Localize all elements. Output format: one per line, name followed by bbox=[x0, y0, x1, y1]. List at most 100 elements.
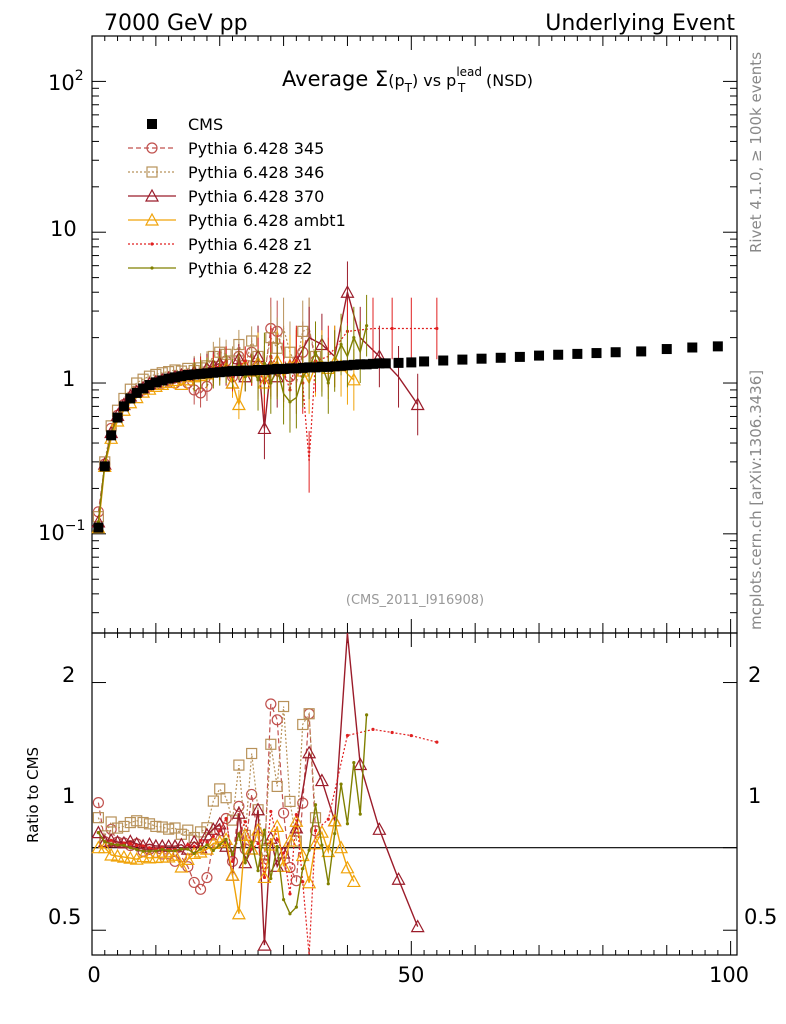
ratio-point bbox=[96, 831, 100, 835]
ratio-point bbox=[284, 861, 296, 874]
data-point bbox=[112, 412, 123, 423]
ratio-line bbox=[97, 632, 419, 946]
data-point bbox=[174, 377, 189, 390]
ratio-point bbox=[168, 847, 183, 861]
data-point bbox=[125, 393, 136, 404]
data-point bbox=[367, 358, 378, 369]
ratio-point bbox=[205, 843, 209, 847]
ratio-point bbox=[365, 713, 369, 717]
ratio-point bbox=[122, 841, 126, 845]
data-point bbox=[214, 367, 225, 378]
ratio-point bbox=[288, 912, 292, 916]
ratio-point bbox=[135, 847, 139, 852]
ratio-point bbox=[237, 832, 241, 836]
data-point bbox=[687, 342, 698, 353]
ratio-point bbox=[294, 813, 298, 817]
ratio-point bbox=[297, 718, 309, 731]
data-point bbox=[406, 357, 417, 368]
ratio-point bbox=[137, 816, 149, 829]
data-point bbox=[712, 341, 723, 352]
ratio-point bbox=[326, 882, 330, 886]
series-cms bbox=[93, 341, 723, 533]
data-point bbox=[201, 368, 212, 379]
ratio-series bbox=[91, 632, 439, 956]
y-tick-label-0.1: 10−1 bbox=[38, 518, 85, 545]
x-tick-label-100: 100 bbox=[709, 963, 749, 987]
ratio-point bbox=[269, 809, 273, 814]
ratio-point bbox=[230, 859, 235, 864]
data-point bbox=[157, 375, 168, 386]
legend-entry: Pythia 6.428 ambt1 bbox=[128, 211, 346, 230]
ratio-line bbox=[97, 714, 368, 915]
ratio-point bbox=[219, 832, 234, 845]
ratio-point bbox=[201, 871, 213, 884]
ratio-point bbox=[340, 860, 355, 874]
ratio-point bbox=[212, 816, 227, 830]
ratio-point bbox=[371, 727, 375, 731]
ratio-tick-label-2-left: 2 bbox=[62, 663, 75, 687]
ratio-point bbox=[295, 848, 310, 862]
ratio-point bbox=[198, 847, 203, 851]
data-point bbox=[310, 362, 321, 373]
x-tick-label-50: 50 bbox=[398, 963, 425, 987]
ratio-point bbox=[269, 876, 273, 881]
ratio-line bbox=[97, 703, 317, 891]
ratio-point bbox=[265, 738, 277, 750]
data-point bbox=[288, 400, 292, 404]
ratio-pythia-6-428-346 bbox=[92, 700, 322, 856]
ratio-point bbox=[92, 797, 104, 809]
ratio-point bbox=[346, 874, 361, 888]
ratio-point bbox=[115, 843, 120, 847]
data-point bbox=[636, 346, 647, 357]
ratio-point bbox=[309, 825, 322, 837]
legend-entry: Pythia 6.428 345 bbox=[128, 139, 324, 158]
data-point bbox=[278, 363, 289, 374]
legend-label: Pythia 6.428 z1 bbox=[188, 235, 312, 254]
ratio-point bbox=[257, 937, 272, 951]
ratio-point bbox=[224, 837, 228, 841]
ratio-point bbox=[327, 813, 342, 827]
legend-marker bbox=[146, 166, 158, 178]
ratio-point bbox=[243, 820, 247, 824]
mcplots-label: mcplots.cern.ch [arXiv:1306.3436] bbox=[747, 370, 765, 630]
y-tick-label-10: 10 bbox=[50, 217, 77, 241]
ratio-point bbox=[173, 849, 177, 853]
data-point bbox=[390, 326, 394, 331]
ratio-point bbox=[275, 844, 279, 848]
ratio-point bbox=[160, 847, 164, 851]
data-point bbox=[231, 397, 246, 411]
data-point bbox=[138, 383, 149, 394]
ratio-point bbox=[186, 843, 190, 847]
ratio-point bbox=[179, 847, 184, 851]
rivet-label: Rivet 4.1.0, ≥ 100k events bbox=[747, 52, 765, 253]
ratio-point bbox=[320, 843, 324, 847]
ratio-point bbox=[156, 821, 168, 833]
data-point bbox=[380, 358, 391, 369]
data-point bbox=[326, 381, 330, 385]
data-point bbox=[572, 348, 583, 359]
ratio-point bbox=[262, 875, 267, 880]
ratio-point bbox=[147, 849, 152, 853]
ratio-point bbox=[231, 906, 246, 920]
data-point bbox=[291, 363, 302, 374]
analysis-id: (CMS_2011_I916908) bbox=[346, 593, 484, 608]
data-point bbox=[342, 360, 353, 371]
ratio-point bbox=[275, 838, 279, 842]
data-point bbox=[336, 360, 347, 371]
data-point bbox=[221, 366, 232, 377]
ratio-point bbox=[314, 824, 329, 838]
y-tick-label-1: 1 bbox=[62, 367, 75, 391]
ratio-point bbox=[244, 841, 259, 855]
ratio-point bbox=[257, 870, 272, 884]
data-point bbox=[272, 363, 283, 374]
legend-entry: Pythia 6.428 z2 bbox=[128, 259, 312, 278]
data-point bbox=[355, 359, 366, 370]
ratio-point bbox=[246, 788, 258, 801]
ratio-point bbox=[218, 843, 222, 847]
legend: CMS Pythia 6.428 345 Pythia 6.428 346 Pythi… bbox=[128, 115, 346, 278]
plot-title-sub-t: T bbox=[457, 81, 466, 95]
ratio-line bbox=[98, 820, 355, 914]
data-point bbox=[329, 361, 340, 372]
ratio-point bbox=[303, 708, 315, 720]
